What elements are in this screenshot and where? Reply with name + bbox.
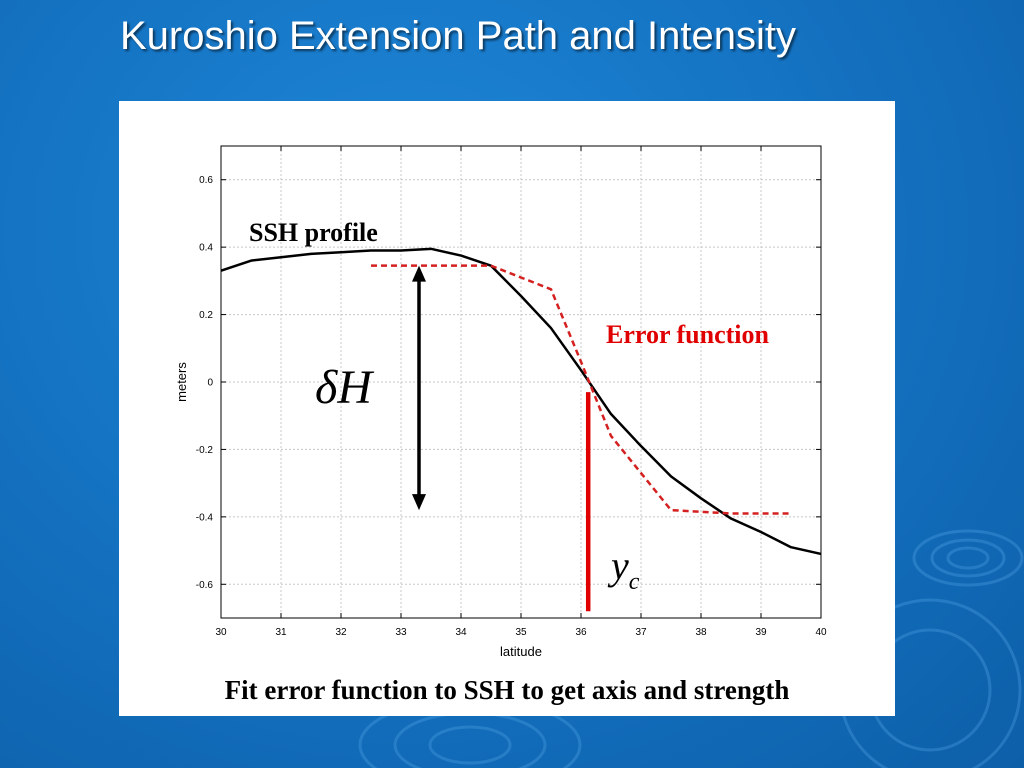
plot-border <box>220 145 822 619</box>
figure-panel: 30 31 32 33 34 35 36 37 38 39 40 0.6 0.4 0.2 0 -0.2 -0.… <box>119 101 895 716</box>
y-tick-label: -0.2 <box>196 445 214 456</box>
series-layer <box>220 247 822 556</box>
y-tick-labels: 0.6 0.4 0.2 0 -0.2 -0.4 -0.6 <box>196 175 214 591</box>
error-function-label: Error function <box>606 320 770 349</box>
x-tick-labels: 30 31 32 33 34 35 36 37 38 39 40 <box>215 627 827 638</box>
delta-h-arrowhead-top <box>412 265 426 282</box>
annotation-layer <box>412 265 591 612</box>
ssh-profile-label: SSH profile <box>249 218 378 247</box>
x-tick-label: 39 <box>755 627 767 638</box>
x-tick-label: 37 <box>635 627 647 638</box>
x-tick-label: 33 <box>395 627 407 638</box>
delta-h-arrowhead-bottom <box>412 494 426 511</box>
y-tick-label: 0 <box>207 378 213 389</box>
error-function-line <box>371 264 791 515</box>
axes-frame <box>220 145 822 619</box>
y-tick-label: -0.6 <box>196 580 214 591</box>
x-tick-label: 38 <box>695 627 707 638</box>
h-letter: H <box>336 361 374 414</box>
x-axis-label: latitude <box>500 644 542 659</box>
grid <box>220 146 822 618</box>
y-tick-label: 0.4 <box>199 243 213 254</box>
ssh-chart: 30 31 32 33 34 35 36 37 38 39 40 0.6 0.4 0.2 0 -0.2 -0.… <box>174 145 827 659</box>
y-tick-label: 0.2 <box>199 310 213 321</box>
x-tick-label: 36 <box>575 627 587 638</box>
yc-label: yc <box>607 543 640 595</box>
y-tick-label: -0.4 <box>196 512 214 523</box>
y-tick-label: 0.6 <box>199 175 213 186</box>
x-tick-label: 31 <box>275 627 287 638</box>
x-tick-label: 35 <box>515 627 527 638</box>
y-axis-label: meters <box>174 362 189 402</box>
slide-title: Kuroshio Extension Path and Intensity <box>120 14 796 58</box>
x-tick-label: 30 <box>215 627 227 638</box>
delta-symbol: δ <box>315 361 338 414</box>
y-letter: y <box>607 543 629 588</box>
c-subscript: c <box>629 569 640 595</box>
x-tick-label: 34 <box>455 627 467 638</box>
ssh-profile-line <box>220 247 822 556</box>
slide-caption: Fit error function to SSH to get axis an… <box>224 675 790 705</box>
x-tick-label: 40 <box>815 627 827 638</box>
x-tick-label: 32 <box>335 627 347 638</box>
delta-h-label: δH <box>315 361 374 414</box>
